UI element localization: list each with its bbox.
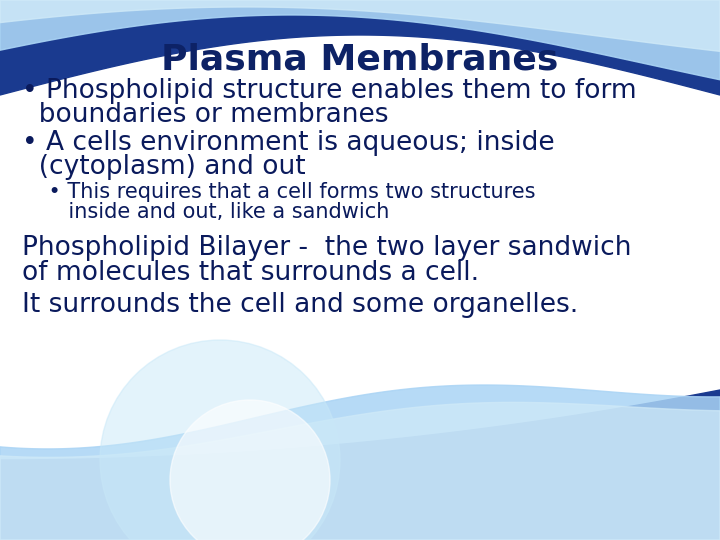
Circle shape [100,340,340,540]
Polygon shape [0,390,720,540]
Text: inside and out, like a sandwich: inside and out, like a sandwich [22,202,390,222]
Text: of molecules that surrounds a cell.: of molecules that surrounds a cell. [22,260,479,286]
Polygon shape [0,0,720,95]
Polygon shape [0,385,720,540]
Text: Phospholipid Bilayer -  the two layer sandwich: Phospholipid Bilayer - the two layer san… [22,235,631,261]
Polygon shape [0,0,720,51]
Text: • Phospholipid structure enables them to form: • Phospholipid structure enables them to… [22,78,636,104]
Text: boundaries or membranes: boundaries or membranes [22,102,389,128]
Circle shape [170,400,330,540]
Text: It surrounds the cell and some organelles.: It surrounds the cell and some organelle… [22,292,578,318]
Text: (cytoplasm) and out: (cytoplasm) and out [22,154,305,180]
Text: Plasma Membranes: Plasma Membranes [161,42,559,76]
Polygon shape [0,402,720,540]
Polygon shape [0,0,720,80]
Text: • A cells environment is aqueous; inside: • A cells environment is aqueous; inside [22,130,554,156]
Text: • This requires that a cell forms two structures: • This requires that a cell forms two st… [22,182,536,202]
